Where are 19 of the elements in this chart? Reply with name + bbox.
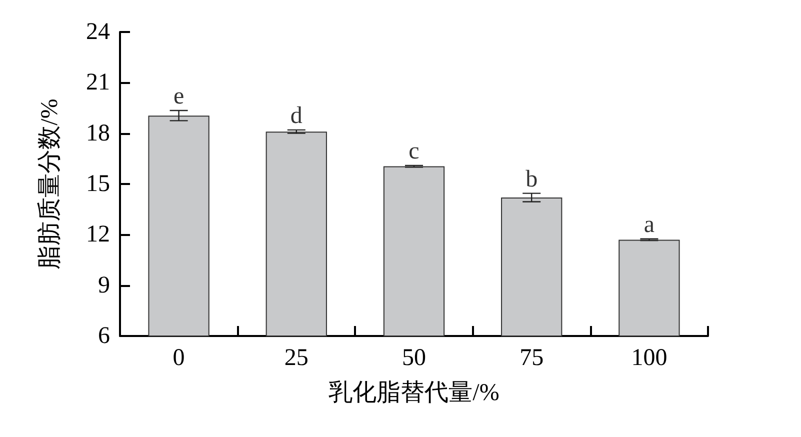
y-tick-label: 21 [86, 70, 110, 96]
y-tick-label: 12 [86, 222, 110, 248]
x-axis-title: 乳化脂替代量/% [328, 380, 500, 406]
y-axis-title: 脂肪质量分数/% [37, 98, 63, 270]
annotation: e [173, 84, 184, 110]
x-tick-label: 75 [520, 345, 544, 371]
x-tick-label: 100 [631, 345, 668, 371]
y-tick-label: 24 [86, 19, 110, 45]
annotation: b [526, 166, 538, 192]
y-tick-label: 18 [86, 120, 110, 146]
x-tick-label: 25 [284, 345, 308, 371]
x-tick-label: 0 [172, 345, 185, 371]
y-tick-label: 6 [98, 323, 110, 349]
x-tick-label: 50 [402, 345, 426, 371]
y-tick-label: 9 [98, 272, 110, 298]
annotation: a [644, 212, 655, 238]
annotation: c [408, 138, 420, 164]
annotation: d [290, 102, 302, 129]
y-tick-label: 15 [86, 171, 110, 197]
